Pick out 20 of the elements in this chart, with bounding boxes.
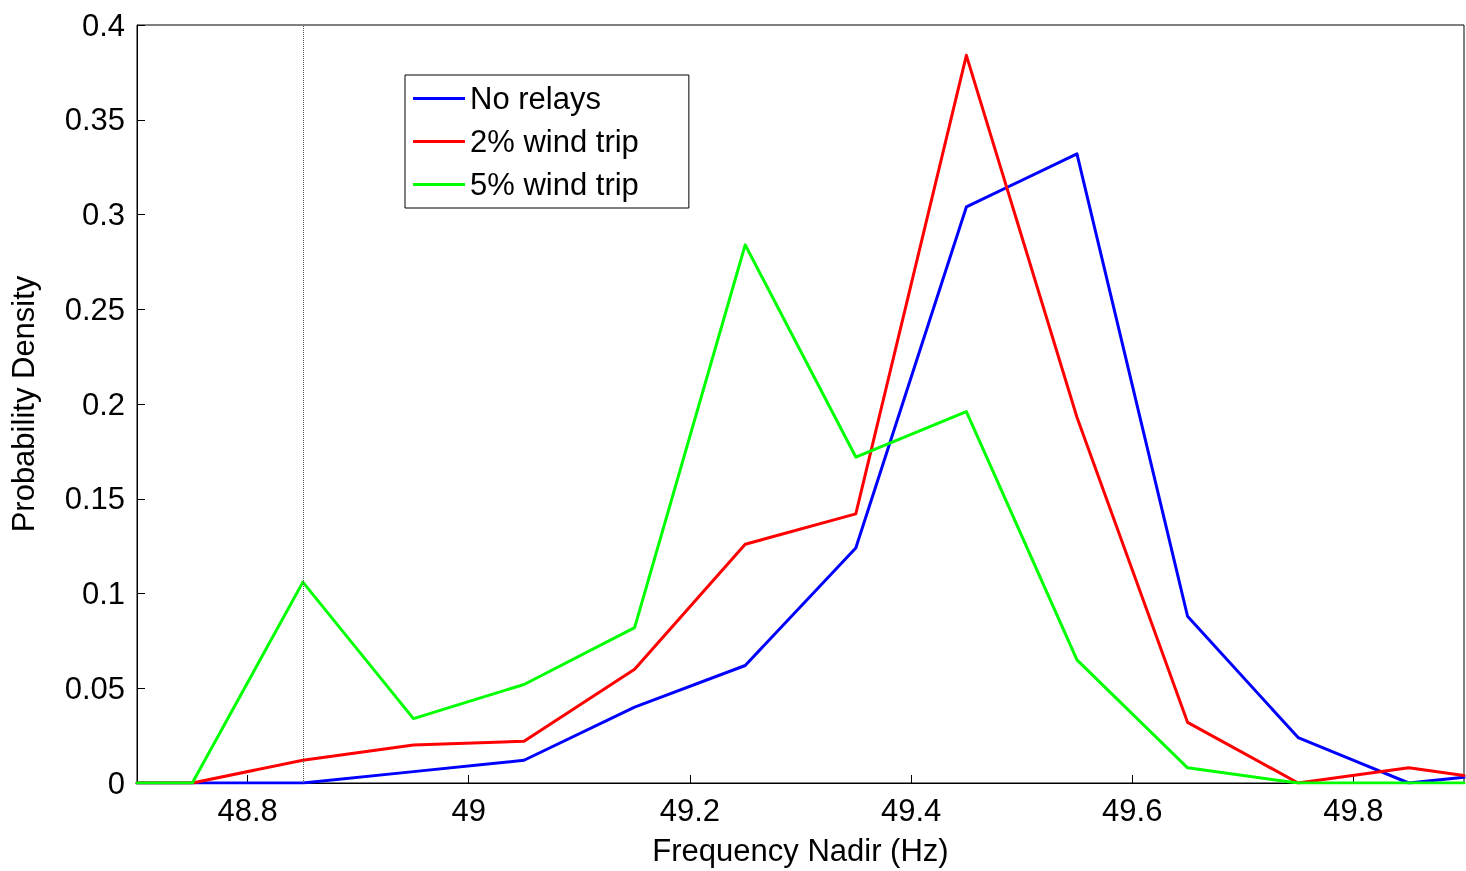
- x-tick-label: 49.2: [659, 793, 721, 828]
- x-tick-label: 49.4: [880, 793, 942, 828]
- y-tick-label: 0.3: [81, 197, 125, 232]
- x-tick-label: 48.8: [217, 793, 278, 828]
- y-tick-label: 0.25: [64, 291, 125, 327]
- legend-label: 2% wind trip: [470, 124, 639, 159]
- x-axis-title: Frequency Nadir (Hz): [652, 833, 949, 868]
- x-tick-label: 49: [451, 793, 486, 828]
- y-tick-label: 0.05: [64, 670, 125, 706]
- y-tick-label: 0.35: [64, 102, 125, 138]
- y-tick-label: 0.2: [81, 386, 125, 422]
- legend-label: No relays: [470, 81, 601, 116]
- y-tick-label: 0.4: [81, 7, 125, 43]
- y-tick-label: 0.15: [64, 481, 125, 517]
- y-axis-title: Probability Density: [6, 275, 41, 533]
- legend-label: 5% wind trip: [470, 167, 639, 202]
- y-tick-label: 0.1: [81, 576, 125, 611]
- y-tick-label: 0: [107, 765, 125, 801]
- x-tick-label: 49.8: [1323, 793, 1384, 828]
- x-tick-label: 49.6: [1102, 793, 1163, 828]
